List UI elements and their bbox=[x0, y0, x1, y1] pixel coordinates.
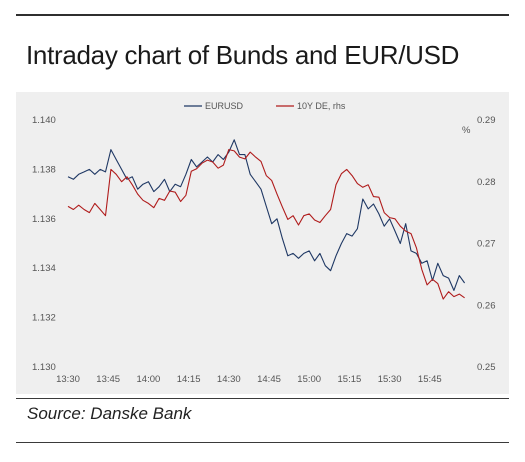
chart-title: Intraday chart of Bunds and EUR/USD bbox=[26, 40, 460, 70]
y-right-tick-label: 0.28 bbox=[477, 177, 496, 188]
top-rule bbox=[16, 14, 509, 16]
x-tick-label: 15:30 bbox=[378, 374, 402, 385]
x-tick-label: 14:15 bbox=[177, 374, 201, 385]
y-left-tick-label: 1.136 bbox=[32, 214, 56, 225]
x-tick-label: 13:45 bbox=[96, 374, 120, 385]
x-tick-label: 15:45 bbox=[418, 374, 442, 385]
y-right-tick-label: 0.25 bbox=[477, 362, 496, 373]
x-tick-label: 14:00 bbox=[137, 374, 161, 385]
legend-label: 10Y DE, rhs bbox=[297, 101, 346, 111]
source-divider-top bbox=[16, 398, 509, 399]
chart-panel: 1.130 1.132 1.134 1.136 1.138 1.140 0.25 0.26 0… bbox=[16, 92, 509, 394]
y-right-unit-label: % bbox=[462, 125, 471, 136]
y-right-tick-label: 0.26 bbox=[477, 300, 496, 311]
x-tick-label: 15:15 bbox=[338, 374, 362, 385]
y-left-tick-label: 1.130 bbox=[32, 362, 56, 373]
x-tick-label: 15:00 bbox=[297, 374, 321, 385]
series-line-10y-de bbox=[67, 149, 465, 300]
y-left-tick-label: 1.138 bbox=[32, 164, 56, 175]
y-left-tick-label: 1.134 bbox=[32, 263, 56, 274]
series-line-eurusd bbox=[67, 139, 466, 291]
x-tick-label: 13:30 bbox=[56, 374, 80, 385]
x-tick-label: 14:30 bbox=[217, 374, 241, 385]
source-divider-bottom bbox=[16, 442, 509, 443]
y-left-tick-label: 1.132 bbox=[32, 313, 56, 324]
legend-label: EURUSD bbox=[205, 101, 244, 111]
x-tick-label: 14:45 bbox=[257, 374, 281, 385]
intraday-line-chart: 1.130 1.132 1.134 1.136 1.138 1.140 0.25 0.26 0… bbox=[32, 101, 496, 385]
y-left-tick-label: 1.140 bbox=[32, 115, 56, 126]
y-right-tick-label: 0.29 bbox=[477, 115, 496, 126]
y-right-tick-label: 0.27 bbox=[477, 239, 496, 250]
source-note: Source: Danske Bank bbox=[27, 404, 192, 423]
